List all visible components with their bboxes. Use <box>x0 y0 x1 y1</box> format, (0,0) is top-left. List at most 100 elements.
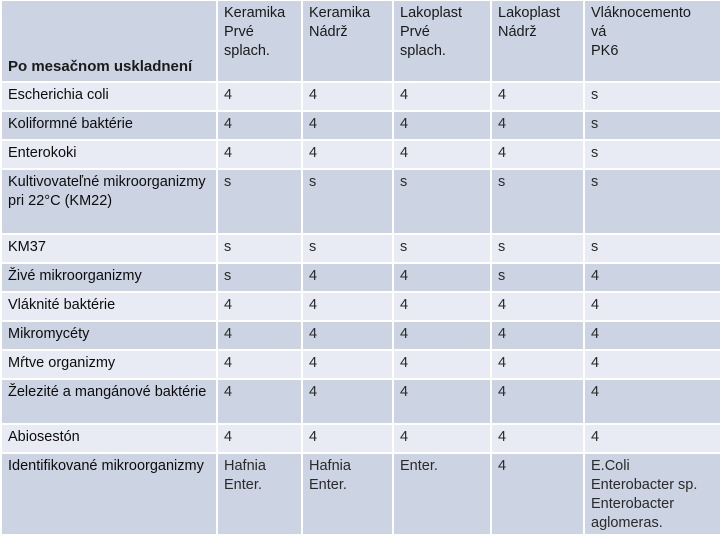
table-cell: 4 <box>490 291 585 322</box>
table-cell: 4 <box>301 262 394 293</box>
row-label: Mŕtve organizmy <box>0 349 218 380</box>
table-cell: 4 <box>216 423 303 454</box>
table-cell: 4 <box>301 110 394 141</box>
table-row: Železité a mangánové baktérie 4 4 4 4 4 <box>0 378 720 425</box>
table-cell: s <box>216 233 303 264</box>
table-cell: s <box>301 168 394 235</box>
table-cell: 4 <box>490 378 585 425</box>
table-row: Živé mikroorganizmy s 4 4 s 4 <box>0 262 720 293</box>
table-cell: 4 <box>216 349 303 380</box>
column-header-line: splach. <box>224 43 270 59</box>
table-cell: 4 <box>490 320 585 351</box>
table-cell: 4 <box>301 349 394 380</box>
column-header: Keramika Nádrž <box>301 0 394 83</box>
table-row: Mŕtve organizmy 4 4 4 4 4 <box>0 349 720 380</box>
table-cell: 4 <box>392 378 492 425</box>
table-cell: 4 <box>392 320 492 351</box>
table-cell: s <box>301 233 394 264</box>
column-header-line: Nádrž <box>498 24 537 40</box>
corner-header: Po mesačnom uskladnení <box>0 0 218 83</box>
table-row: Enterokoki 4 4 4 4 s <box>0 139 720 170</box>
row-label: Živé mikroorganizmy <box>0 262 218 293</box>
column-header-line: Prvé <box>224 24 254 40</box>
table-cell: 4 <box>216 139 303 170</box>
row-label: Vláknité baktérie <box>0 291 218 322</box>
row-label: KM37 <box>0 233 218 264</box>
column-header-line: Prvé <box>400 24 430 40</box>
table-cell: 4 <box>392 349 492 380</box>
column-header-line: Nádrž <box>309 24 348 40</box>
table-cell: 4 <box>301 423 394 454</box>
column-header: Keramika Prvé splach. <box>216 0 303 83</box>
row-label: Železité a mangánové baktérie <box>0 378 218 425</box>
table-cell: E.Coli Enterobacter sp. Enterobacter agl… <box>583 452 720 536</box>
table-cell: 4 <box>490 423 585 454</box>
table-cell: 4 <box>392 81 492 112</box>
table-cell: 4 <box>583 291 720 322</box>
table-cell: 4 <box>583 320 720 351</box>
table-cell: 4 <box>490 139 585 170</box>
table-cell: 4 <box>583 349 720 380</box>
table-cell: 4 <box>301 320 394 351</box>
table-cell: 4 <box>301 139 394 170</box>
column-header: Vláknocemento vá PK6 <box>583 0 720 83</box>
table-cell: s <box>392 233 492 264</box>
header-row: Po mesačnom uskladnení Keramika Prvé splac… <box>0 0 720 83</box>
column-header-line: Vláknocemento <box>591 5 691 21</box>
column-header-line: vá <box>591 24 607 40</box>
table-cell: 4 <box>392 262 492 293</box>
column-header-line: PK6 <box>591 43 619 59</box>
table-cell: 4 <box>392 110 492 141</box>
table-cell: Hafnia Enter. <box>216 452 303 536</box>
table-cell: 4 <box>301 291 394 322</box>
column-header: Lakoplast Prvé splach. <box>392 0 492 83</box>
table-cell: 4 <box>490 452 585 536</box>
row-label: Identifikované mikroorganizmy <box>0 452 218 536</box>
table-cell: Enter. <box>392 452 492 536</box>
column-header-line: Lakoplast <box>400 5 463 21</box>
table-cell: s <box>583 81 720 112</box>
column-header: Lakoplast Nádrž <box>490 0 585 83</box>
row-label: Kultivovateľné mikroorganizmy pri 22°C (… <box>0 168 218 235</box>
table-cell: s <box>490 233 585 264</box>
table-cell: 4 <box>301 378 394 425</box>
row-label: Koliformné baktérie <box>0 110 218 141</box>
table-cell: 4 <box>216 378 303 425</box>
table-cell: 4 <box>216 110 303 141</box>
table-row: Koliformné baktérie 4 4 4 4 s <box>0 110 720 141</box>
table-cell: s <box>583 110 720 141</box>
table-cell: s <box>490 262 585 293</box>
table-row: Escherichia coli 4 4 4 4 s <box>0 81 720 112</box>
column-header-line: Lakoplast <box>498 5 561 21</box>
table-row: KM37 s s s s s <box>0 233 720 264</box>
table-cell: 4 <box>392 291 492 322</box>
table-cell: s <box>490 168 585 235</box>
table-row: Vláknité baktérie 4 4 4 4 4 <box>0 291 720 322</box>
row-label: Enterokoki <box>0 139 218 170</box>
table-cell: 4 <box>301 81 394 112</box>
table-row: Abiosestón 4 4 4 4 4 <box>0 423 720 454</box>
table-cell: 4 <box>583 378 720 425</box>
table-cell: s <box>583 233 720 264</box>
row-label: Mikromycéty <box>0 320 218 351</box>
table-cell: Hafnia Enter. <box>301 452 394 536</box>
table-cell: 4 <box>490 81 585 112</box>
table-cell: 4 <box>490 349 585 380</box>
table-cell: 4 <box>392 139 492 170</box>
table-cell: 4 <box>216 81 303 112</box>
table-row: Identifikované mikroorganizmy Hafnia Ente… <box>0 452 720 536</box>
table-cell: 4 <box>490 110 585 141</box>
table-cell: s <box>216 262 303 293</box>
table-cell: 4 <box>392 423 492 454</box>
table-cell: 4 <box>216 291 303 322</box>
table-cell: s <box>392 168 492 235</box>
row-label: Abiosestón <box>0 423 218 454</box>
table-cell: 4 <box>583 262 720 293</box>
table-cell: s <box>216 168 303 235</box>
table-row: Kultivovateľné mikroorganizmy pri 22°C (… <box>0 168 720 235</box>
table-row: Mikromycéty 4 4 4 4 4 <box>0 320 720 351</box>
column-header-line: Keramika <box>309 5 371 21</box>
table-cell: 4 <box>216 320 303 351</box>
table-cell: s <box>583 139 720 170</box>
